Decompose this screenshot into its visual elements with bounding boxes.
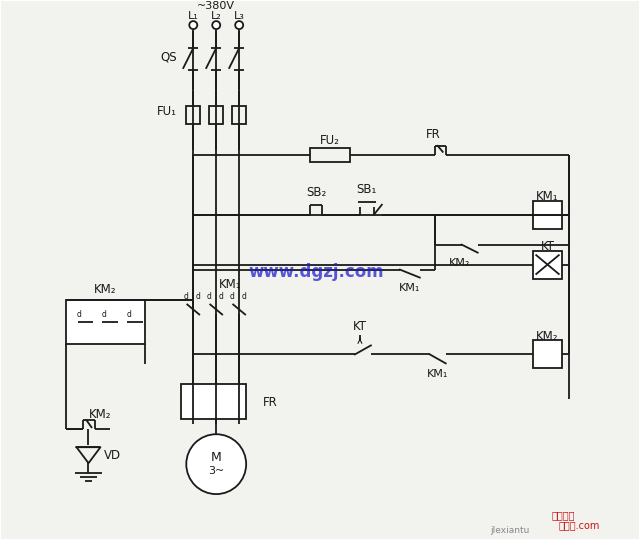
- Circle shape: [212, 21, 220, 29]
- Text: QS: QS: [161, 51, 177, 64]
- Circle shape: [186, 434, 246, 494]
- Text: FU₁: FU₁: [157, 106, 177, 119]
- Text: www.dgzj.com: www.dgzj.com: [248, 262, 384, 281]
- Text: d: d: [196, 292, 201, 301]
- Text: 3~: 3~: [208, 466, 225, 476]
- Bar: [532, 341, 563, 368]
- Text: d: d: [219, 292, 223, 301]
- Text: d: d: [230, 292, 235, 301]
- Bar: [532, 201, 563, 229]
- Text: FR: FR: [426, 128, 440, 141]
- Text: 接线图.com: 接线图.com: [559, 520, 600, 530]
- Text: d: d: [242, 292, 246, 301]
- Text: KT: KT: [541, 240, 554, 253]
- Text: KM₂: KM₂: [449, 258, 470, 267]
- Text: SB₁: SB₁: [356, 183, 377, 196]
- Circle shape: [235, 21, 243, 29]
- Text: VD: VD: [104, 448, 121, 462]
- Text: L₁: L₁: [188, 11, 198, 21]
- Bar: [310, 148, 350, 162]
- Text: jlexiantu: jlexiantu: [490, 526, 529, 535]
- Bar: [232, 106, 246, 124]
- Text: KM₂: KM₂: [536, 330, 559, 343]
- Text: SB₂: SB₂: [306, 186, 326, 199]
- Text: KM₁: KM₁: [219, 278, 241, 291]
- Bar: [532, 251, 563, 279]
- Bar: [186, 106, 200, 124]
- Text: 电工之家: 电工之家: [552, 510, 575, 520]
- Text: d: d: [207, 292, 212, 301]
- Text: KM₂: KM₂: [94, 283, 116, 296]
- Text: d: d: [77, 310, 82, 319]
- Bar: [65, 300, 145, 344]
- Bar: [181, 384, 246, 419]
- Text: ~380V: ~380V: [197, 1, 236, 11]
- Text: FU₂: FU₂: [320, 134, 340, 147]
- Text: L₃: L₃: [234, 11, 244, 21]
- Text: KM₁: KM₁: [427, 369, 449, 379]
- Text: KM₁: KM₁: [536, 190, 559, 203]
- Text: FR: FR: [263, 396, 278, 409]
- Text: L₂: L₂: [211, 11, 221, 21]
- Text: d: d: [127, 310, 132, 319]
- Circle shape: [189, 21, 197, 29]
- Text: KT: KT: [353, 320, 367, 333]
- Text: KM₁: KM₁: [399, 282, 420, 293]
- Bar: [209, 106, 223, 124]
- Text: d: d: [102, 310, 107, 319]
- Text: d: d: [184, 292, 189, 301]
- Text: KM₂: KM₂: [89, 408, 112, 421]
- Text: M: M: [211, 451, 221, 464]
